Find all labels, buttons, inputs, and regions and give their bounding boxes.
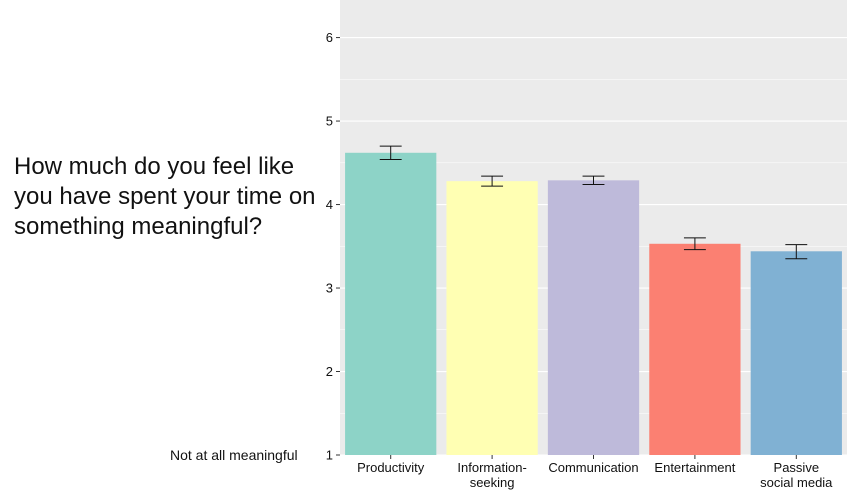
y-tick-label: 1	[326, 448, 333, 463]
error-bar	[582, 175, 605, 186]
error-bar	[683, 237, 706, 251]
y-tick-label: 2	[326, 364, 333, 379]
x-tick-label: Information-seeking	[457, 460, 526, 490]
question-text: How much do you feel like you have spent…	[14, 153, 316, 240]
error-bar	[481, 175, 504, 187]
y-axis: 1 2 3 4 5 6	[326, 30, 340, 463]
bar	[547, 180, 640, 456]
bar	[750, 251, 842, 455]
bars	[345, 152, 842, 456]
x-tick-label: Productivity	[357, 460, 425, 475]
error-bar	[785, 244, 808, 260]
x-axis: Productivity Information-seeking Communica…	[357, 455, 833, 490]
x-tick-label: Entertainment	[654, 460, 735, 475]
y-tick-label: 6	[326, 30, 333, 45]
bar	[446, 181, 538, 455]
y-tick-label: 4	[326, 197, 333, 212]
y-tick-label: 3	[326, 281, 333, 296]
scale-anchor-label: Not at all meaningful	[170, 447, 298, 463]
bar	[649, 243, 741, 455]
error-bar	[379, 145, 402, 160]
bar	[345, 152, 437, 455]
x-tick-label: Passive social media	[760, 460, 833, 490]
y-tick-label: 5	[326, 114, 333, 129]
x-tick-label: Communication	[548, 460, 638, 475]
error-bars	[379, 145, 808, 260]
